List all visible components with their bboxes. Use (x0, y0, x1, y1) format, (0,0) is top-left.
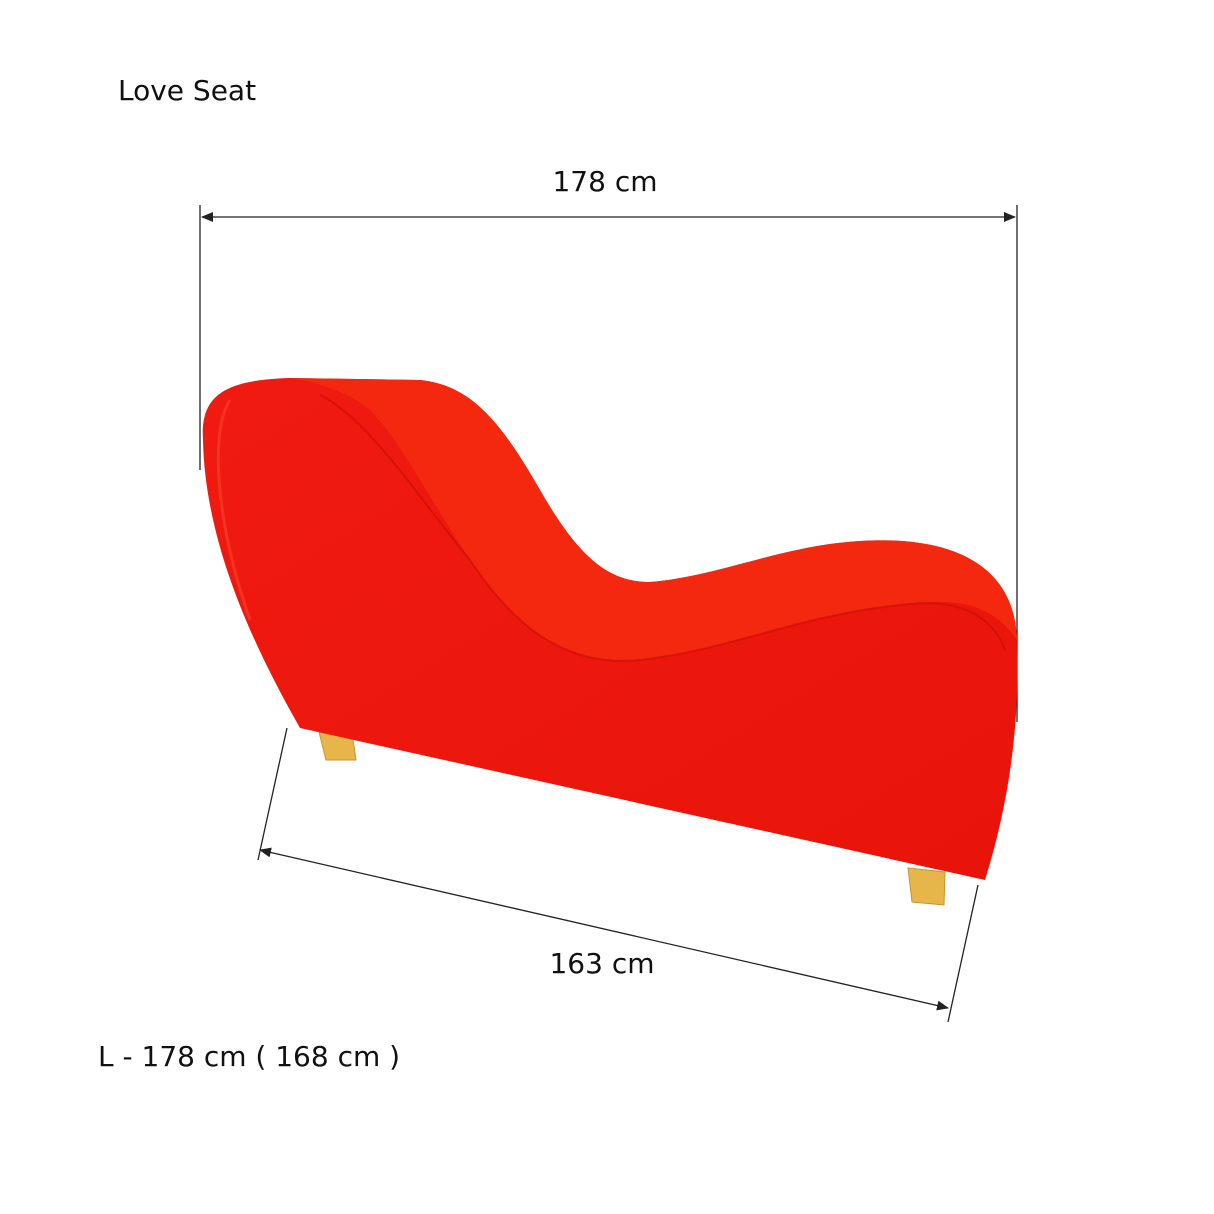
note: L - 178 cm ( 168 cm ) (98, 1040, 400, 1073)
width-label: 178 cm (552, 165, 657, 198)
dimension-line (259, 847, 949, 1011)
leg (907, 867, 946, 906)
extension-line (257, 727, 288, 861)
highlight (216, 399, 252, 621)
length-label: 163 cm (549, 947, 654, 980)
seam (319, 394, 1006, 662)
extension-line (947, 884, 979, 1023)
seat-top (290, 378, 1017, 661)
title: Love Seat (118, 74, 256, 107)
